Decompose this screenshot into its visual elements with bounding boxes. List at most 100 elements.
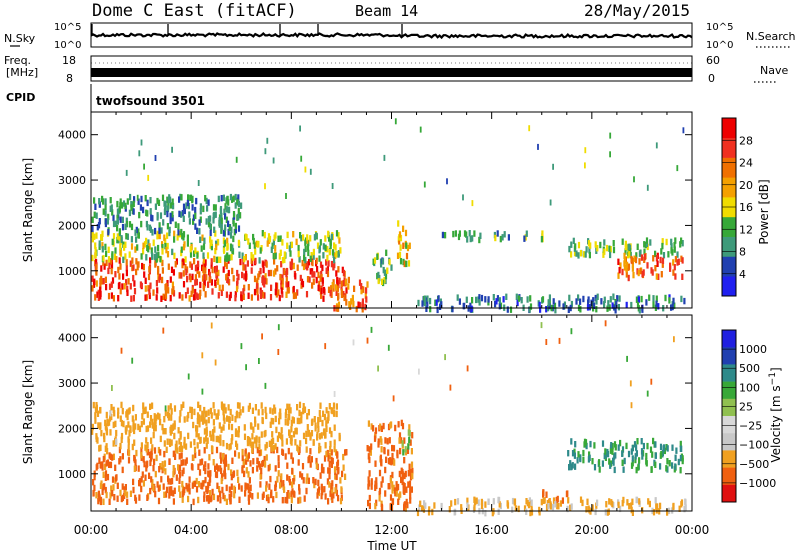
data-cell (218, 486, 221, 493)
data-cell (91, 285, 94, 292)
data-cell (338, 432, 341, 440)
data-cell (178, 445, 181, 453)
data-cell (264, 444, 267, 451)
data-cell (241, 448, 244, 456)
data-cell (252, 233, 255, 241)
data-cell (234, 430, 238, 437)
data-cell (268, 440, 271, 447)
data-cell (189, 406, 192, 413)
data-cell (237, 213, 240, 221)
data-cell (188, 488, 191, 495)
data-cell (283, 256, 286, 264)
data-cell (171, 424, 175, 431)
data-cell (325, 407, 328, 414)
data-cell (614, 307, 617, 314)
data-cell (147, 285, 150, 292)
data-cell (365, 287, 368, 294)
data-cell (195, 292, 198, 299)
data-cell (196, 417, 199, 425)
data-cell (330, 430, 333, 438)
power-colorbar-segment (722, 177, 736, 198)
data-cell (227, 269, 230, 277)
data-cell (384, 272, 388, 280)
data-cell (187, 495, 190, 503)
data-cell (177, 464, 180, 471)
data-cell (203, 491, 206, 498)
data-cell (219, 256, 222, 263)
data-cell (140, 220, 143, 228)
data-cell (660, 248, 663, 255)
data-cell (226, 195, 229, 203)
data-cell (298, 484, 301, 491)
data-cell (309, 268, 312, 275)
data-cell (186, 275, 189, 283)
data-cell (205, 274, 208, 281)
data-cell (109, 410, 112, 417)
data-cell (189, 275, 192, 283)
data-cell (195, 477, 198, 485)
data-cell (644, 241, 647, 249)
data-cell (186, 199, 189, 207)
data-cell (599, 241, 602, 249)
data-cell (110, 413, 113, 421)
data-cell (185, 482, 188, 490)
data-cell (315, 276, 318, 284)
data-cell (199, 404, 202, 412)
data-cell (379, 436, 382, 443)
data-cell (140, 420, 143, 428)
data-cell (403, 437, 406, 444)
data-cell (617, 258, 620, 265)
data-cell (250, 252, 253, 259)
data-cell (266, 137, 269, 144)
data-cell (642, 269, 645, 276)
data-cell (143, 163, 145, 170)
data-cell (202, 480, 205, 487)
data-cell (142, 248, 145, 255)
date-title: 28/May/2015 (584, 1, 690, 20)
data-cell (320, 432, 323, 439)
data-cell (613, 466, 616, 474)
data-cell (525, 508, 528, 515)
data-cell (652, 301, 655, 308)
data-cell (157, 413, 160, 420)
data-cell (218, 221, 221, 228)
data-cell (381, 476, 384, 483)
data-cell (259, 247, 262, 254)
data-cell (410, 448, 413, 455)
data-cell (607, 508, 610, 515)
data-cell (290, 426, 293, 433)
data-cell (228, 486, 231, 493)
data-cell (154, 261, 157, 268)
data-cell (312, 248, 315, 256)
data-cell (190, 194, 193, 201)
data-cell (194, 293, 197, 301)
data-cell (374, 502, 377, 510)
data-cell (130, 295, 133, 302)
data-cell (115, 256, 118, 263)
data-cell (227, 463, 230, 471)
data-cell (230, 438, 233, 445)
data-cell (331, 249, 335, 256)
data-cell (152, 484, 155, 491)
data-cell (444, 232, 447, 239)
data-cell (231, 196, 234, 203)
data-cell (317, 421, 320, 428)
data-cell (636, 301, 640, 309)
data-cell (164, 290, 167, 297)
data-cell (220, 457, 223, 464)
data-cell (99, 444, 102, 451)
power-colorbar-tick-label: 28 (739, 134, 753, 147)
data-cell (116, 236, 119, 244)
data-cell (154, 155, 157, 161)
data-cell (243, 433, 247, 440)
data-cell (216, 495, 219, 502)
data-cell (369, 449, 372, 456)
data-cell (92, 281, 96, 288)
data-cell (154, 470, 157, 478)
data-cell (246, 260, 249, 267)
data-cell (113, 253, 117, 260)
data-cell (175, 474, 178, 481)
data-cell (222, 408, 225, 416)
data-cell (357, 301, 360, 308)
data-cell (380, 503, 383, 511)
